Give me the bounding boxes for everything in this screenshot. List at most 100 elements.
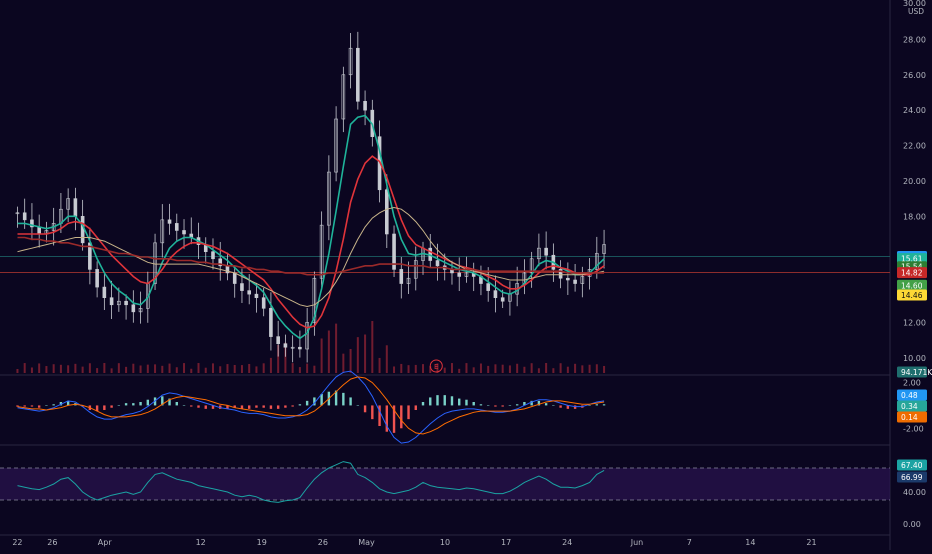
candle-body (66, 198, 70, 210)
macd-histogram-bar (515, 404, 519, 406)
candle-body (537, 247, 541, 260)
candle-body (544, 247, 548, 256)
time-tick-label: 22 (12, 538, 22, 547)
volume-bar (472, 367, 475, 373)
axes-layer: 30.00 USD 28.00 26.00 24.00 22.00 20.00 18.00… (12, 0, 926, 547)
sma_long-line (17, 206, 605, 308)
candle-body (341, 74, 346, 120)
volume-bar (523, 366, 526, 373)
candle-body (457, 272, 462, 277)
volume-bar (168, 363, 171, 373)
candle-body (37, 226, 41, 235)
price-tick-label: 18.00 (903, 212, 926, 221)
volume-bar (298, 367, 301, 373)
volume-bar (139, 365, 142, 373)
time-tick-label: 26 (47, 538, 57, 547)
volume-badge-bg (897, 366, 927, 378)
macd-histogram-bar (385, 405, 389, 432)
volume-bar (67, 365, 70, 373)
macd-histogram-bar (508, 405, 512, 406)
macd-histogram-bar (233, 405, 236, 408)
volume-bar (183, 363, 186, 373)
macd-histogram-bar (124, 403, 128, 406)
candle-body (15, 212, 20, 215)
volume-bar (211, 363, 214, 373)
candle-body (102, 286, 107, 298)
candle-body (305, 322, 309, 350)
volume-bar (479, 363, 482, 373)
macd-histogram-bar (240, 405, 244, 409)
candle-body (80, 216, 85, 244)
macd-histogram-bar (95, 405, 99, 412)
price-scale-top-label: 30.00 (903, 0, 926, 8)
macd-histogram-bar (400, 405, 403, 429)
macd-histogram-bar (132, 403, 135, 406)
volume-bar (458, 368, 461, 373)
candle-body (406, 277, 411, 284)
candle-body (399, 269, 404, 284)
time-tick-label: 10 (440, 538, 450, 547)
candle-body (464, 272, 469, 277)
volume-bar (110, 368, 113, 373)
candle-body (240, 283, 244, 291)
volume-bar (501, 364, 504, 373)
price-tick-label: 28.00 (903, 35, 926, 44)
macd-histogram-bar (211, 405, 215, 409)
volume-bar (487, 365, 490, 373)
volume-bar (284, 342, 287, 373)
macd-histogram-bar (204, 405, 207, 409)
macd-badge-text: 0.14 (901, 413, 918, 422)
rsi-tick-label: 0.00 (903, 520, 921, 529)
macd-histogram-bar (523, 402, 526, 406)
volume-bar (581, 365, 584, 373)
macd-histogram-bar (472, 402, 475, 406)
candle-body (312, 277, 317, 323)
macd-histogram-bar (602, 404, 606, 406)
volume-bar (255, 366, 258, 373)
volume-bar (516, 363, 519, 373)
time-tick-label: 19 (257, 538, 267, 547)
volume-bar (306, 363, 309, 373)
volume-layer: E (16, 321, 606, 373)
time-tick-label: May (358, 538, 375, 547)
candle-body (413, 260, 418, 279)
earnings-marker-ring (429, 359, 443, 373)
macd-histogram-bar (450, 396, 454, 406)
price-badge-text: 14.60 (901, 281, 923, 290)
macd-histogram-bar (595, 404, 599, 406)
time-tick-label: 24 (562, 538, 572, 547)
candle-body (529, 258, 534, 274)
volume-bar (146, 364, 149, 373)
macd-signal-line (17, 376, 605, 435)
macd-histogram-bar (291, 405, 294, 407)
macd-histogram-bar (436, 395, 439, 406)
volume-bar (436, 363, 439, 373)
candle-body (160, 219, 165, 244)
candle-body (95, 269, 99, 288)
candle-body (276, 336, 280, 344)
macd-histogram-bar (349, 397, 352, 406)
candle-body (363, 101, 367, 111)
volume-bar (335, 323, 338, 373)
macd-histogram-bar (342, 392, 345, 406)
macd-histogram-bar (226, 405, 229, 409)
volume-bar (16, 369, 19, 373)
volume-bar (117, 363, 120, 373)
macd-badge-text: 0.48 (901, 391, 918, 400)
candle-body (298, 346, 302, 350)
macd-histogram-bar (298, 404, 302, 406)
candle-body (211, 251, 215, 260)
price-tick-label: 10.00 (903, 354, 926, 363)
volume-bar (30, 367, 33, 373)
candle-body (595, 253, 599, 270)
volume-bar (291, 363, 294, 373)
candle-body (558, 269, 563, 279)
candle-body (334, 118, 338, 173)
volume-bar (537, 368, 540, 373)
macd-histogram-bar (248, 405, 251, 409)
price-badge-bg (897, 267, 927, 279)
candle-body (30, 219, 34, 228)
volume-bar (407, 365, 410, 373)
